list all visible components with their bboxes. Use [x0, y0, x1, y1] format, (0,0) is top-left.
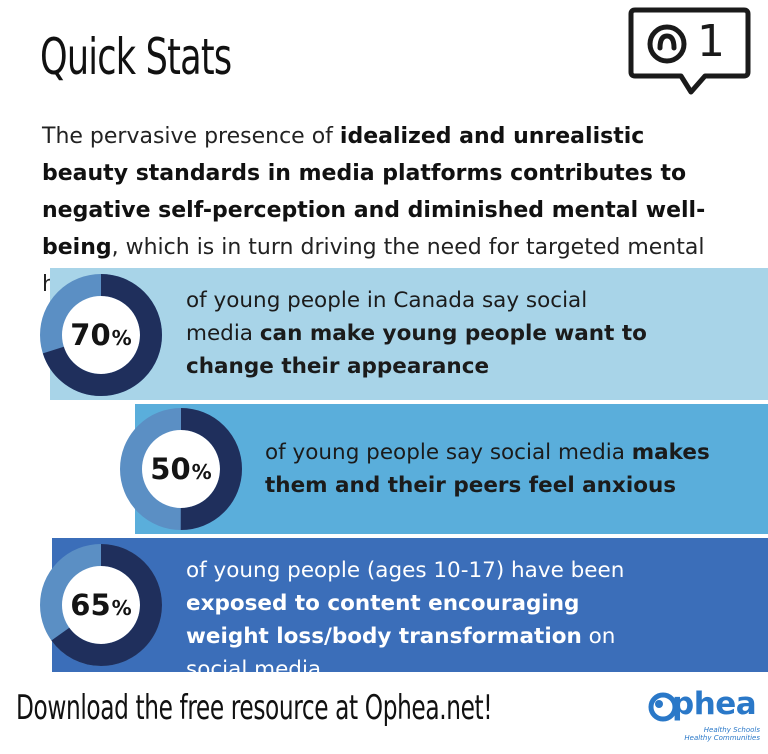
stat-ring-3: 65% — [38, 542, 164, 668]
stat-desc-2: of young people say social media — [265, 440, 632, 465]
donut-chart-1 — [40, 274, 162, 396]
stat-desc-3: of young people (ages 10-17) have been — [186, 558, 625, 583]
stat-number-1: 70 — [70, 318, 111, 352]
donut-chart-2 — [120, 408, 242, 530]
stat-bold-2: makes them and their peers feel anxious — [265, 440, 710, 498]
stat-percent-1: 70% — [38, 272, 164, 398]
logo-tagline-2: Healthy Communities — [684, 734, 760, 742]
stat-percent-3: 65% — [38, 542, 164, 668]
stat-number-3: 65 — [70, 588, 111, 622]
stat-ring-1: 70% — [38, 272, 164, 398]
stat-desc-1: of young people in Canada say social med… — [186, 288, 588, 346]
stat-band-3 — [52, 538, 768, 672]
stat-band-1 — [50, 268, 768, 400]
stat-text-2: of young people say social media makes t… — [265, 436, 745, 502]
stat-text-1: of young people in Canada say social med… — [186, 284, 656, 383]
stat-unit-3: % — [111, 596, 132, 620]
donut-value-arc — [40, 544, 162, 666]
stat-desc-end-3: on social media — [186, 624, 616, 682]
notification-count: 1 — [697, 16, 725, 67]
logo-word: phea — [672, 686, 757, 722]
donut-chart-3 — [40, 544, 162, 666]
notification-badge: 1 — [627, 6, 752, 98]
intro-text-bold: idealized and unrealistic beauty standar… — [42, 124, 706, 260]
stat-percent-2: 50% — [118, 406, 244, 532]
donut-value-arc — [40, 274, 162, 396]
intro-paragraph: The pervasive presence of idealized and … — [42, 118, 732, 303]
stat-bold-3: exposed to content encouraging weight lo… — [186, 591, 582, 649]
intro-text-start: The pervasive presence of — [42, 124, 340, 149]
stat-bold-1: can make young people want to change the… — [186, 321, 647, 379]
page-title: Quick Stats — [40, 28, 232, 86]
stat-ring-2: 50% — [118, 406, 244, 532]
logo-tagline-1: Healthy Schools — [703, 726, 760, 734]
logo-tagline: Healthy Schools Healthy Communities — [678, 726, 760, 742]
stat-unit-2: % — [191, 460, 212, 484]
stat-number-2: 50 — [150, 452, 191, 486]
stat-unit-1: % — [111, 326, 132, 350]
ophea-logo: phea Healthy Schools Healthy Communities — [648, 686, 760, 750]
download-link[interactable]: Download the free resource at Ophea.net! — [16, 688, 493, 728]
ophea-o-icon — [648, 692, 678, 722]
notification-bubble-icon — [628, 7, 751, 95]
stat-text-3: of young people (ages 10-17) have been e… — [186, 554, 666, 686]
donut-value-arc — [120, 408, 242, 530]
